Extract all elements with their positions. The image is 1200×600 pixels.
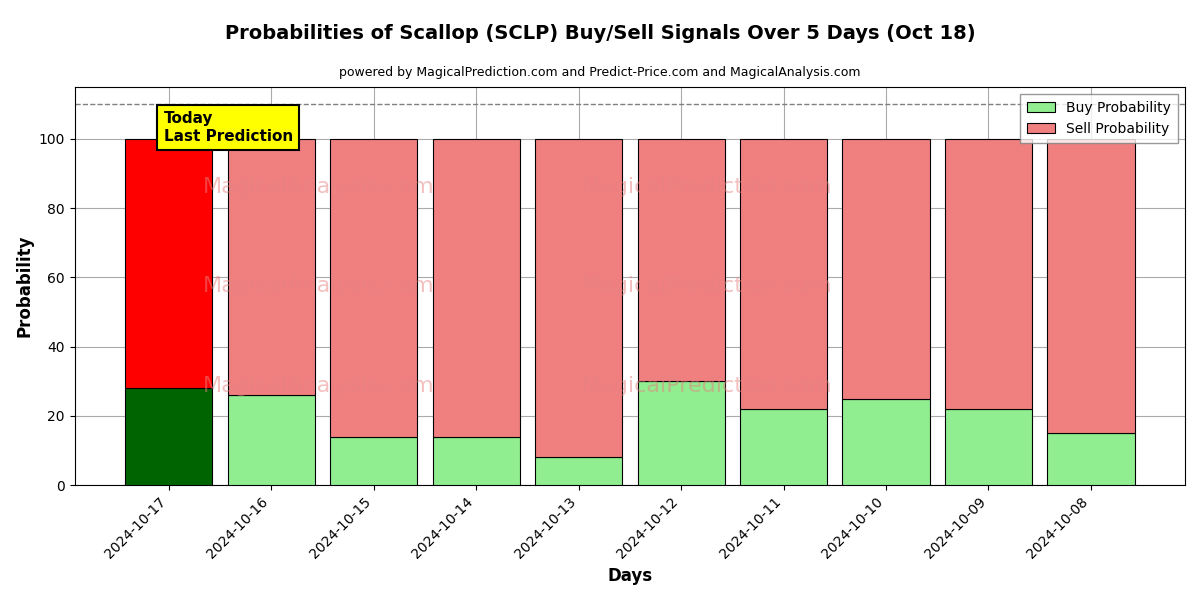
Text: Today
Last Prediction: Today Last Prediction [163,111,293,143]
Bar [944,409,1032,485]
Bar [432,437,520,485]
Bar [637,139,725,381]
Y-axis label: Probability: Probability [16,235,34,337]
Bar [125,139,212,388]
Text: MagicalAnalysis.com: MagicalAnalysis.com [203,176,434,197]
Text: MagicalPrediction.com: MagicalPrediction.com [582,176,833,197]
Bar [535,139,622,457]
Text: MagicalPrediction.com: MagicalPrediction.com [582,376,833,395]
Text: MagicalAnalysis.com: MagicalAnalysis.com [203,276,434,296]
Bar [432,139,520,437]
X-axis label: Days: Days [607,567,653,585]
Bar [842,398,930,485]
Bar [740,409,827,485]
Text: powered by MagicalPrediction.com and Predict-Price.com and MagicalAnalysis.com: powered by MagicalPrediction.com and Pre… [340,66,860,79]
Bar [228,139,314,395]
Bar [330,437,418,485]
Bar [944,139,1032,409]
Bar [740,139,827,409]
Text: MagicalPrediction.com: MagicalPrediction.com [582,276,833,296]
Bar [330,139,418,437]
Bar [535,457,622,485]
Bar [125,388,212,485]
Text: Probabilities of Scallop (SCLP) Buy/Sell Signals Over 5 Days (Oct 18): Probabilities of Scallop (SCLP) Buy/Sell… [224,24,976,43]
Bar [1048,433,1134,485]
Legend: Buy Probability, Sell Probability: Buy Probability, Sell Probability [1020,94,1178,143]
Text: MagicalAnalysis.com: MagicalAnalysis.com [203,376,434,395]
Bar [228,395,314,485]
Bar [637,381,725,485]
Bar [1048,139,1134,433]
Bar [842,139,930,398]
